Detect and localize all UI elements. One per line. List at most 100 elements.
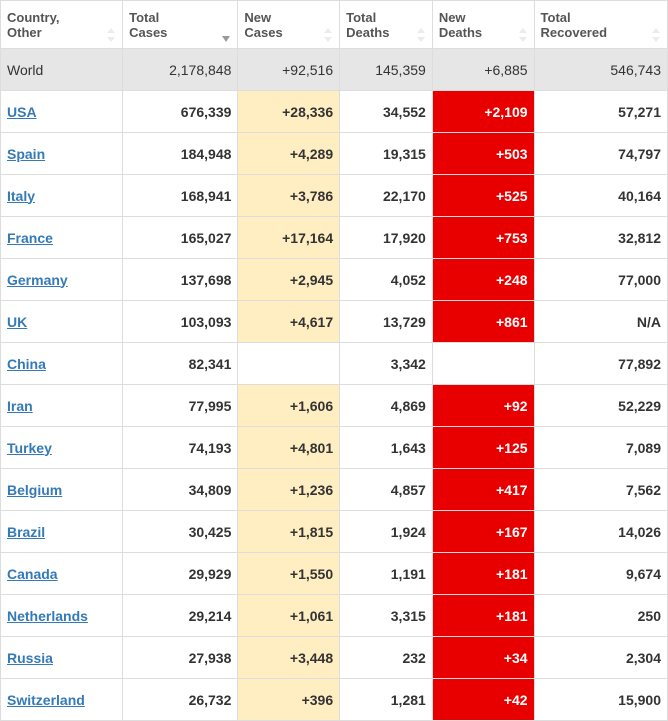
new-cases-cell: +3,448 xyxy=(238,637,340,679)
sort-icon xyxy=(106,28,118,42)
country-cell: Netherlands xyxy=(1,595,123,637)
table-row: Brazil30,425+1,8151,924+16714,026 xyxy=(1,511,668,553)
total-recovered-cell: N/A xyxy=(534,301,667,343)
total-deaths-cell: 3,315 xyxy=(340,595,433,637)
sort-icon xyxy=(651,28,663,42)
new-cases-cell xyxy=(238,343,340,385)
col-header-country[interactable]: Country,Other xyxy=(1,1,123,49)
total-deaths-cell: 17,920 xyxy=(340,217,433,259)
total-deaths-cell: 13,729 xyxy=(340,301,433,343)
country-cell: Switzerland xyxy=(1,679,123,721)
world-row: World2,178,848+92,516145,359+6,885546,74… xyxy=(1,49,668,91)
col-label: NewCases xyxy=(244,10,282,40)
new-cases-cell: +2,945 xyxy=(238,259,340,301)
total-cases-cell: 2,178,848 xyxy=(123,49,238,91)
country-cell: Brazil xyxy=(1,511,123,553)
country-cell: World xyxy=(1,49,123,91)
total-recovered-cell: 74,797 xyxy=(534,133,667,175)
total-cases-cell: 27,938 xyxy=(123,637,238,679)
total-recovered-cell: 77,892 xyxy=(534,343,667,385)
col-header-total_deaths[interactable]: TotalDeaths xyxy=(340,1,433,49)
table-row: China82,3413,34277,892 xyxy=(1,343,668,385)
country-link[interactable]: Netherlands xyxy=(7,608,88,624)
country-link[interactable]: Italy xyxy=(7,188,35,204)
col-header-new_cases[interactable]: NewCases xyxy=(238,1,340,49)
country-cell: USA xyxy=(1,91,123,133)
table-row: USA676,339+28,33634,552+2,10957,271 xyxy=(1,91,668,133)
country-link[interactable]: China xyxy=(7,356,46,372)
new-deaths-cell: +861 xyxy=(432,301,534,343)
new-deaths-cell: +503 xyxy=(432,133,534,175)
new-deaths-cell xyxy=(432,343,534,385)
country-link[interactable]: USA xyxy=(7,104,37,120)
table-row: Russia27,938+3,448232+342,304 xyxy=(1,637,668,679)
col-label: Country,Other xyxy=(7,10,59,40)
country-link[interactable]: Brazil xyxy=(7,524,45,540)
new-deaths-cell: +92 xyxy=(432,385,534,427)
country-link[interactable]: Germany xyxy=(7,272,68,288)
total-recovered-cell: 7,562 xyxy=(534,469,667,511)
new-deaths-cell: +417 xyxy=(432,469,534,511)
table-row: Canada29,929+1,5501,191+1819,674 xyxy=(1,553,668,595)
total-cases-cell: 137,698 xyxy=(123,259,238,301)
total-recovered-cell: 250 xyxy=(534,595,667,637)
total-cases-cell: 26,732 xyxy=(123,679,238,721)
country-cell: Italy xyxy=(1,175,123,217)
total-cases-cell: 34,809 xyxy=(123,469,238,511)
new-deaths-cell: +248 xyxy=(432,259,534,301)
total-recovered-cell: 9,674 xyxy=(534,553,667,595)
covid-stats-table: Country,Other TotalCases NewCases TotalDeat… xyxy=(0,0,668,721)
table-body: World2,178,848+92,516145,359+6,885546,74… xyxy=(1,49,668,721)
total-recovered-cell: 14,026 xyxy=(534,511,667,553)
country-link[interactable]: UK xyxy=(7,314,27,330)
new-deaths-cell: +181 xyxy=(432,553,534,595)
table-row: Spain184,948+4,28919,315+50374,797 xyxy=(1,133,668,175)
new-deaths-cell: +167 xyxy=(432,511,534,553)
country-link[interactable]: Belgium xyxy=(7,482,62,498)
total-deaths-cell: 1,281 xyxy=(340,679,433,721)
country-cell: France xyxy=(1,217,123,259)
country-link[interactable]: Switzerland xyxy=(7,692,85,708)
total-deaths-cell: 19,315 xyxy=(340,133,433,175)
col-header-new_deaths[interactable]: NewDeaths xyxy=(432,1,534,49)
country-link[interactable]: Russia xyxy=(7,650,53,666)
country-cell: Iran xyxy=(1,385,123,427)
col-label: TotalDeaths xyxy=(346,10,389,40)
total-recovered-cell: 7,089 xyxy=(534,427,667,469)
total-cases-cell: 184,948 xyxy=(123,133,238,175)
country-cell: Belgium xyxy=(1,469,123,511)
new-cases-cell: +28,336 xyxy=(238,91,340,133)
total-recovered-cell: 40,164 xyxy=(534,175,667,217)
new-cases-cell: +4,617 xyxy=(238,301,340,343)
table-header-row: Country,Other TotalCases NewCases TotalDeat… xyxy=(1,1,668,49)
new-cases-cell: +1,061 xyxy=(238,595,340,637)
country-cell: China xyxy=(1,343,123,385)
new-cases-cell: +1,550 xyxy=(238,553,340,595)
country-link[interactable]: Iran xyxy=(7,398,33,414)
total-deaths-cell: 22,170 xyxy=(340,175,433,217)
country-cell: Spain xyxy=(1,133,123,175)
total-cases-cell: 74,193 xyxy=(123,427,238,469)
table-row: Iran77,995+1,6064,869+9252,229 xyxy=(1,385,668,427)
total-deaths-cell: 4,052 xyxy=(340,259,433,301)
total-recovered-cell: 52,229 xyxy=(534,385,667,427)
country-link[interactable]: France xyxy=(7,230,53,246)
country-link[interactable]: Canada xyxy=(7,566,58,582)
total-recovered-cell: 32,812 xyxy=(534,217,667,259)
total-deaths-cell: 1,643 xyxy=(340,427,433,469)
total-cases-cell: 103,093 xyxy=(123,301,238,343)
country-cell: UK xyxy=(1,301,123,343)
new-deaths-cell: +753 xyxy=(432,217,534,259)
table-row: Belgium34,809+1,2364,857+4177,562 xyxy=(1,469,668,511)
col-header-total_recovered[interactable]: TotalRecovered xyxy=(534,1,667,49)
sort-icon xyxy=(323,28,335,42)
country-link[interactable]: Turkey xyxy=(7,440,52,456)
col-label: TotalCases xyxy=(129,10,167,40)
table-row: Italy168,941+3,78622,170+52540,164 xyxy=(1,175,668,217)
col-header-total_cases[interactable]: TotalCases xyxy=(123,1,238,49)
total-recovered-cell: 77,000 xyxy=(534,259,667,301)
country-link[interactable]: Spain xyxy=(7,146,45,162)
total-cases-cell: 77,995 xyxy=(123,385,238,427)
total-recovered-cell: 546,743 xyxy=(534,49,667,91)
table-row: France165,027+17,16417,920+75332,812 xyxy=(1,217,668,259)
